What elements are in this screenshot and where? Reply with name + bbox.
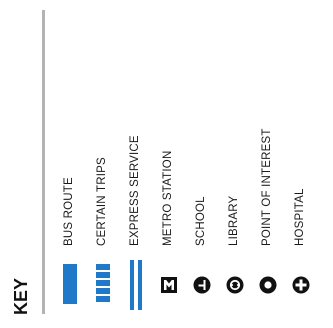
legend-label-school: SCHOOL (195, 196, 207, 246)
key-divider-rule (42, 10, 45, 314)
library-icon (226, 276, 244, 294)
double-blue-line-icon (130, 260, 142, 310)
hospital-icon (292, 276, 310, 294)
dashed-blue-line-icon (96, 264, 110, 302)
legend-label-hospital: HOSPITAL (294, 188, 306, 246)
solid-blue-line-icon (63, 264, 77, 304)
legend-label-certain-trips: CERTAIN TRIPS (96, 157, 108, 246)
legend-label-express-service: EXPRESS SERVICE (129, 135, 141, 246)
legend-label-library: LIBRARY (228, 195, 240, 246)
metro-station-icon (161, 277, 177, 293)
school-icon (193, 276, 211, 294)
point-of-interest-icon (259, 276, 277, 294)
key-title: KEY (11, 277, 31, 315)
legend-label-bus-route: BUS ROUTE (63, 177, 75, 246)
legend-label-metro-station: METRO STATION (162, 150, 174, 246)
legend-label-point-of-interest: POINT OF INTEREST (261, 128, 273, 246)
